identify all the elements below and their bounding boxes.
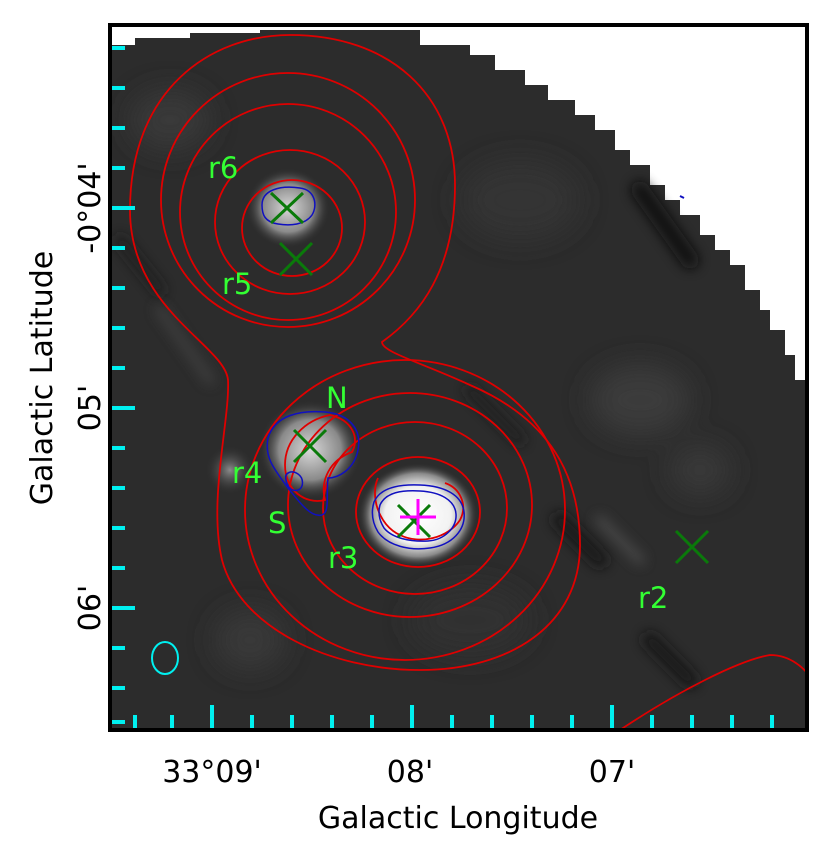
- plus-star-marker-icon: [400, 499, 436, 535]
- x-axis-label: Galactic Longitude: [318, 801, 598, 836]
- x-tick-labels: 33°09' 08' 07': [162, 755, 635, 790]
- label-s: S: [268, 506, 286, 540]
- y-tick-label: 06': [73, 585, 108, 631]
- y-tick-labels: -0°04' 05' 06': [73, 162, 108, 631]
- label-n: N: [326, 381, 348, 415]
- ellipse-beam-icon: [151, 641, 179, 675]
- label-r2: r2: [638, 581, 668, 615]
- y-tick-label: -0°04': [73, 162, 108, 253]
- label-r6: r6: [208, 151, 238, 185]
- plot-frame: [108, 23, 809, 732]
- x-cross-marker-icon: [292, 428, 328, 464]
- tick-marks: [110, 46, 774, 730]
- blue-contours: [261, 186, 685, 550]
- x-cross-marker-icon: [269, 191, 305, 225]
- x-tick-label: 07': [589, 755, 635, 790]
- x-tick-label: 33°09': [162, 755, 262, 790]
- grayscale-image: [110, 25, 807, 730]
- red-contours: [129, 34, 807, 730]
- x-cross-marker-icon: [278, 241, 314, 277]
- x-cross-marker-icon: [674, 529, 710, 565]
- label-r3: r3: [328, 541, 358, 575]
- source-glow-r4: [258, 400, 362, 500]
- x-cross-marker-icon: [396, 503, 432, 539]
- y-tick-label: 05': [73, 385, 108, 431]
- source-glow-faint: [205, 445, 255, 495]
- source-markers: [269, 191, 710, 565]
- label-r4: r4: [232, 456, 262, 490]
- y-axis-label: Galactic Latitude: [25, 251, 60, 505]
- x-tick-label: 08': [387, 755, 433, 790]
- source-labels: r6 r5 N r4 S r3 r2: [208, 151, 668, 615]
- label-r5: r5: [222, 267, 252, 301]
